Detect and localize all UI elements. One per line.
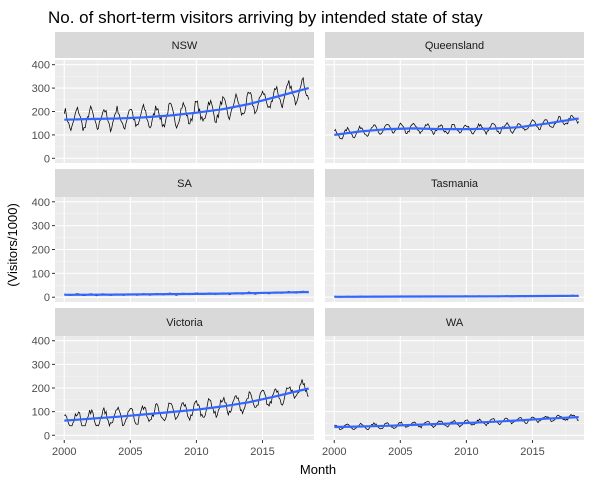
facet-label: WA bbox=[446, 317, 464, 329]
facet-panels: NSW 0 100 200 300 400 Queensland SA 0 100 200 300 40… bbox=[32, 32, 584, 442]
chart-title: No. of short-term visitors arriving by i… bbox=[48, 8, 483, 27]
x-tick-label: 2010 bbox=[184, 446, 208, 458]
panel-nsw: NSW 0 100 200 300 400 bbox=[32, 32, 314, 165]
y-tick-label: 300 bbox=[32, 83, 50, 95]
trend-line bbox=[64, 387, 309, 422]
facet-strip bbox=[55, 308, 314, 336]
y-tick-label: 0 bbox=[44, 430, 50, 442]
y-tick-label: 400 bbox=[32, 336, 50, 348]
x-tick-label: 2010 bbox=[454, 446, 478, 458]
facet-strip bbox=[325, 308, 584, 336]
y-tick-label: 300 bbox=[32, 221, 50, 233]
facet-label: Queensland bbox=[425, 40, 484, 52]
series-line bbox=[64, 379, 309, 428]
y-tick-label: 100 bbox=[32, 407, 50, 419]
x-tick-label: 2000 bbox=[322, 446, 346, 458]
y-tick-label: 0 bbox=[44, 292, 50, 304]
facet-label: NSW bbox=[172, 40, 198, 52]
facet-strip bbox=[55, 169, 314, 197]
facet-label: SA bbox=[177, 178, 192, 190]
x-tick-label: 2005 bbox=[388, 446, 412, 458]
y-axis-title: (Visitors/1000) bbox=[5, 203, 20, 287]
facet-label: Victoria bbox=[166, 317, 203, 329]
panel-tasmania: Tasmania bbox=[325, 169, 584, 302]
x-axis: 2000 2005 2010 2015 2000 2005 2010 2015 bbox=[52, 440, 545, 458]
y-tick-label: 0 bbox=[44, 153, 50, 165]
panel-victoria: Victoria 0 100 200 300 400 bbox=[32, 308, 314, 442]
y-tick-label: 400 bbox=[32, 197, 50, 209]
x-tick-label: 2015 bbox=[250, 446, 274, 458]
trend-line bbox=[334, 416, 579, 429]
y-tick-label: 100 bbox=[32, 268, 50, 280]
y-tick-label: 100 bbox=[32, 130, 50, 142]
facet-label: Tasmania bbox=[431, 178, 479, 190]
trend-line bbox=[334, 117, 579, 136]
x-tick-label: 2000 bbox=[52, 446, 76, 458]
facet-strip bbox=[55, 32, 314, 58]
panel-wa: WA bbox=[325, 308, 584, 440]
panel-queensland: Queensland bbox=[325, 32, 584, 163]
series-line bbox=[63, 76, 310, 133]
y-tick-label: 300 bbox=[32, 359, 50, 371]
y-tick-label: 200 bbox=[32, 107, 50, 119]
panel-sa: SA 0 100 200 300 400 bbox=[32, 169, 314, 304]
facet-strip bbox=[325, 169, 584, 197]
x-axis-title: Month bbox=[300, 462, 336, 477]
x-tick-label: 2015 bbox=[520, 446, 544, 458]
y-tick-label: 200 bbox=[32, 383, 50, 395]
trend-line bbox=[64, 290, 309, 296]
facet-strip bbox=[325, 32, 584, 58]
x-tick-label: 2005 bbox=[118, 446, 142, 458]
trend-line bbox=[334, 294, 579, 298]
trend-line bbox=[64, 87, 309, 121]
y-tick-label: 400 bbox=[32, 60, 50, 72]
y-tick-label: 200 bbox=[32, 245, 50, 257]
